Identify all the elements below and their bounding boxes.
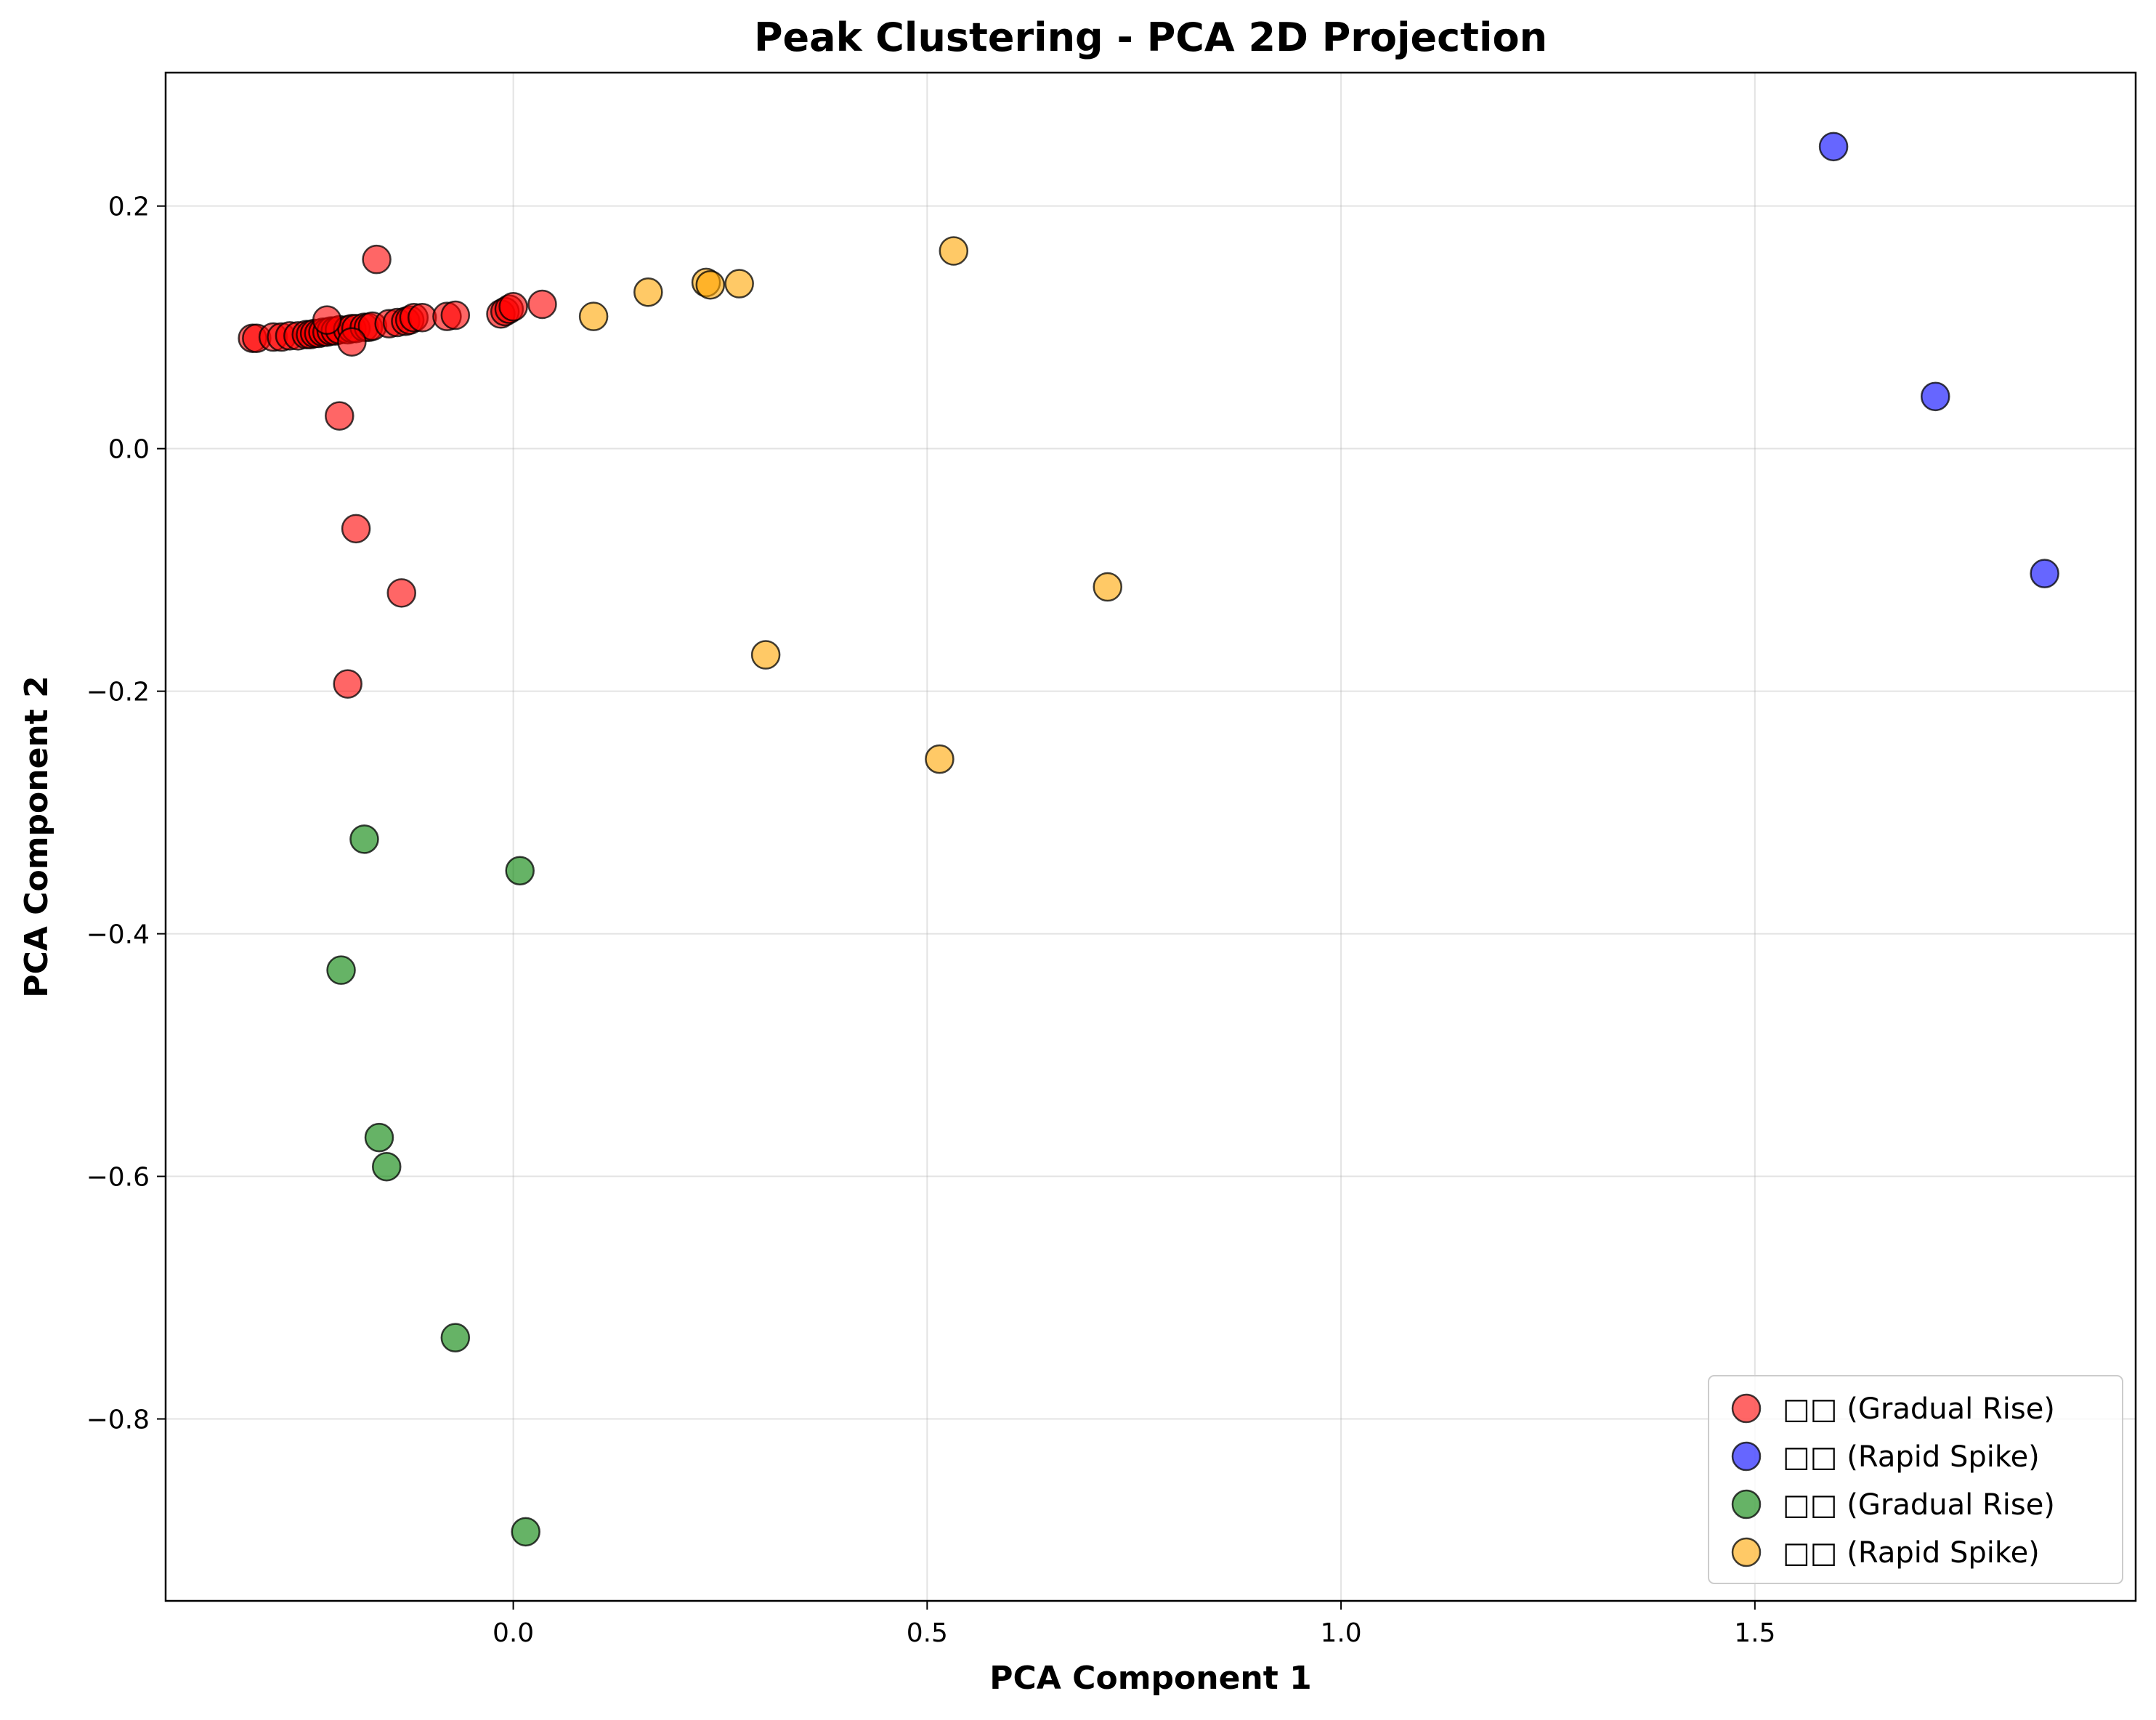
y-tick-label: −0.6 bbox=[86, 1163, 150, 1193]
legend-label: □□ (Rapid Spike) bbox=[1783, 1536, 2040, 1570]
data-point bbox=[371, 1151, 402, 1182]
data-point bbox=[511, 1517, 540, 1547]
chart-title: Peak Clustering - PCA 2D Projection bbox=[754, 15, 1547, 60]
x-tick-label: 0.0 bbox=[493, 1618, 534, 1648]
data-point bbox=[326, 955, 356, 985]
y-axis-label: PCA Component 2 bbox=[18, 676, 55, 997]
data-point bbox=[440, 1323, 471, 1352]
x-axis-label: PCA Component 1 bbox=[989, 1660, 1311, 1697]
data-point bbox=[333, 669, 362, 699]
data-point bbox=[578, 301, 609, 331]
legend-box bbox=[1708, 1375, 2123, 1584]
y-tick-label: 0.0 bbox=[108, 435, 150, 465]
y-tick-label: −0.2 bbox=[86, 678, 150, 707]
data-point bbox=[633, 277, 663, 307]
data-point bbox=[527, 289, 557, 320]
series-3 bbox=[578, 236, 1122, 774]
plot-frame bbox=[164, 71, 2137, 1602]
x-axis-ticks: 0.0 0.5 1.0 1.5 bbox=[493, 1601, 1775, 1648]
series-2 bbox=[326, 824, 540, 1547]
legend-marker bbox=[1731, 1441, 1762, 1472]
data-point bbox=[1818, 131, 1849, 162]
data-point bbox=[312, 305, 342, 335]
data-point bbox=[750, 640, 781, 670]
data-point bbox=[440, 300, 471, 330]
legend-label: □□ (Gradual Rise) bbox=[1783, 1392, 2055, 1426]
data-point bbox=[1093, 572, 1122, 602]
data-point bbox=[364, 1122, 394, 1153]
data-point bbox=[325, 401, 354, 431]
legend-marker bbox=[1731, 1537, 1762, 1567]
data-point bbox=[337, 327, 367, 357]
data-point bbox=[939, 236, 969, 266]
legend-marker bbox=[1731, 1393, 1762, 1424]
data-point bbox=[407, 303, 437, 333]
data-point bbox=[925, 744, 955, 774]
y-axis-ticks: 0.2 0.0 −0.2 −0.4 −0.6 −0.8 bbox=[86, 192, 166, 1435]
legend-label: □□ (Gradual Rise) bbox=[1783, 1488, 2055, 1522]
data-point bbox=[386, 578, 417, 608]
data-point bbox=[2030, 559, 2059, 588]
data-point bbox=[724, 269, 754, 299]
data-point bbox=[1920, 381, 1950, 412]
y-tick-label: −0.4 bbox=[86, 920, 150, 950]
legend-label: □□ (Rapid Spike) bbox=[1783, 1440, 2040, 1474]
y-tick-label: 0.2 bbox=[108, 192, 150, 222]
y-tick-label: −0.8 bbox=[86, 1405, 150, 1435]
x-tick-label: 0.5 bbox=[907, 1618, 948, 1648]
legend-marker bbox=[1731, 1489, 1762, 1520]
data-points bbox=[238, 131, 2059, 1547]
x-tick-label: 1.5 bbox=[1734, 1618, 1775, 1648]
data-point bbox=[362, 244, 392, 275]
data-point bbox=[505, 856, 535, 886]
legend: □□ (Gradual Rise) □□ (Rapid Spike) □□ (Gra… bbox=[1708, 1375, 2123, 1584]
data-point bbox=[498, 292, 528, 322]
x-tick-label: 1.0 bbox=[1320, 1618, 1361, 1648]
series-1 bbox=[1818, 131, 2059, 588]
data-point bbox=[349, 824, 379, 854]
data-point bbox=[341, 514, 371, 544]
data-point bbox=[695, 269, 726, 300]
series-0 bbox=[238, 244, 557, 699]
